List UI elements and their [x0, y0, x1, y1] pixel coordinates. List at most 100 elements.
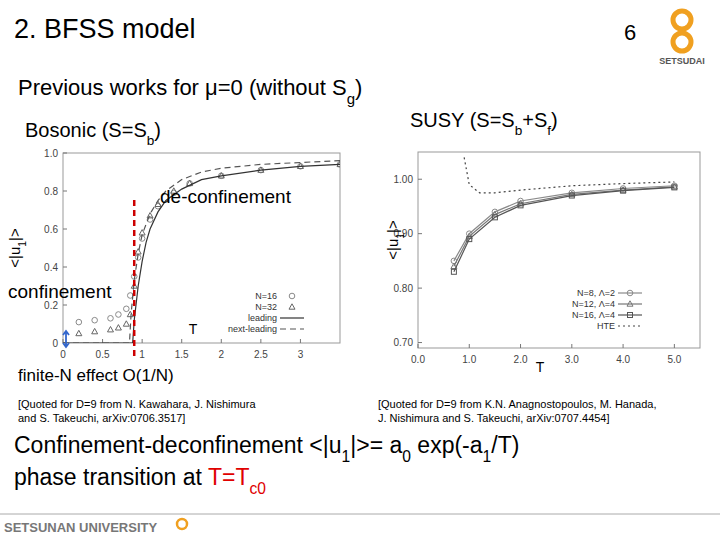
y-tick-label: 0 [52, 338, 58, 349]
x-tick-label: 0.0 [411, 354, 425, 365]
y-tick [418, 288, 422, 289]
x-tick [469, 344, 470, 348]
y-tick-label: 0.80 [394, 283, 414, 294]
legend-swatch [280, 317, 304, 318]
text-run: <|u [6, 247, 23, 268]
y-tick [418, 233, 422, 234]
text-run: ) [154, 119, 161, 141]
text-run: Previous works for μ=0 (without S [18, 75, 347, 100]
point [672, 185, 677, 190]
text-run: ) [551, 109, 558, 131]
conclusion: phase transition at T=Tc0 [14, 464, 266, 497]
text-run: T [189, 321, 198, 337]
plot-frame [63, 153, 340, 343]
legend-swatch [618, 314, 642, 315]
y-tick-label: 0.8 [44, 186, 58, 197]
legend-swatch [618, 292, 642, 293]
data-group [451, 157, 677, 274]
y-tick-label: 1.0 [44, 148, 58, 159]
subscript: b [147, 133, 155, 148]
series-line [454, 187, 674, 271]
data-group [63, 161, 340, 343]
x-tick [221, 339, 222, 343]
point [147, 213, 153, 218]
text-run: ) [355, 75, 362, 100]
y-axis-label: <|u1|> [384, 220, 406, 260]
point [107, 327, 113, 332]
finite-n-arrow [63, 331, 69, 347]
page-number: 6 [624, 20, 636, 45]
text-run: <|u [384, 239, 401, 260]
y-tick-label: 0.70 [394, 337, 414, 348]
x-tick-label: 2.0 [514, 354, 528, 365]
point [92, 328, 98, 333]
x-tick-label: 3.0 [565, 354, 579, 365]
point [108, 316, 114, 322]
x-tick-label: 4.0 [616, 354, 630, 365]
legend-label: leading [248, 313, 277, 323]
footer-logo [177, 519, 187, 529]
text-run: T=T [208, 464, 250, 490]
y-tick [418, 342, 422, 343]
legend-swatch [280, 328, 304, 329]
x-tick-label: 2 [219, 349, 225, 360]
subscript: 1 [342, 448, 351, 465]
x-axis-label: T [536, 359, 545, 375]
citation: [Quoted for D=9 from N. Kawahara, J. Nis… [18, 398, 256, 410]
y-tick-label: 0.6 [44, 224, 58, 235]
text-run: |> [6, 228, 23, 241]
critical-line [133, 200, 136, 356]
x-tick-label: 1 [139, 349, 145, 360]
y-tick [63, 191, 67, 192]
subscript: 1 [483, 448, 492, 465]
series-line [464, 157, 674, 192]
slide-title: 2. BFSS model [14, 14, 196, 44]
point [620, 187, 626, 192]
point [76, 319, 82, 325]
text-run: +S [522, 109, 547, 131]
x-tick [571, 344, 572, 348]
text-run: |>= a [350, 432, 402, 458]
text-run: Confinement-deconfinement <|u [14, 432, 342, 458]
x-tick-label: 1.5 [175, 349, 189, 360]
left-label: Bosonic (S=Sb) [25, 119, 161, 148]
y-tick [63, 153, 67, 154]
chart: 00.511.522.5300.20.40.60.81.0T<|u1|>N=16… [6, 148, 343, 386]
point [124, 306, 130, 312]
x-tick [674, 344, 675, 348]
legend: N=8, Λ=2N=12, Λ=4N=16, Λ=4HTE [572, 288, 642, 331]
y-tick [418, 179, 422, 180]
legend: N=16N=32leadingnext-leading [228, 291, 304, 334]
point [127, 311, 133, 316]
point [123, 321, 129, 326]
citation: and S. Takeuchi, arXiv:0706.3517] [18, 412, 185, 424]
series-line [454, 187, 674, 266]
x-tick-label: 0.5 [96, 349, 110, 360]
legend-label: N=8, Λ=2 [577, 288, 615, 298]
x-tick [300, 339, 301, 343]
y-tick [63, 267, 67, 268]
plot-frame [418, 152, 700, 348]
text-run: exp(-a [411, 432, 483, 458]
point [115, 325, 121, 330]
y-tick [63, 229, 67, 230]
point [451, 269, 456, 274]
logo-shape [673, 11, 691, 29]
right-label: SUSY (S=Sb+Sf) [410, 109, 558, 138]
y-tick-label: 0.4 [44, 262, 58, 273]
footer: SETSUNAN UNIVERSITY [4, 520, 157, 535]
conclusion: Confinement-deconfinement <|u1|>= a0 exp… [14, 432, 519, 465]
point [621, 188, 626, 193]
point [92, 317, 98, 323]
point [671, 184, 677, 189]
y-tick-label: 1.00 [394, 174, 414, 185]
legend-label: N=12, Λ=4 [572, 299, 615, 309]
text-run: phase transition at [14, 464, 208, 490]
x-tick [623, 344, 624, 348]
legend-swatch [627, 290, 633, 296]
text-run: /T) [491, 432, 519, 458]
point [492, 215, 497, 220]
text-run: T [536, 359, 545, 375]
point [135, 249, 141, 254]
legend-swatch [289, 304, 295, 309]
